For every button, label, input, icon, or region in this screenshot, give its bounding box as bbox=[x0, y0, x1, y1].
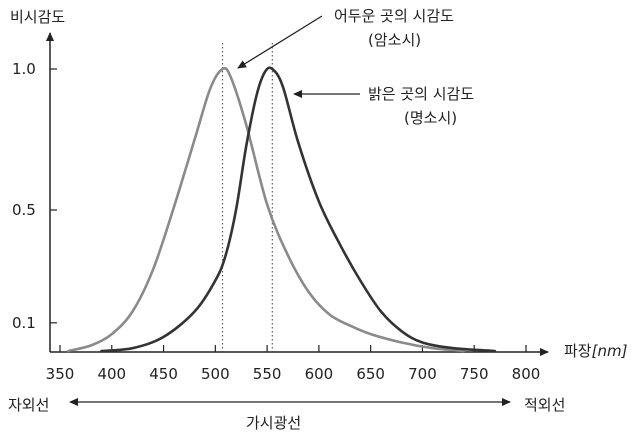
x-tick-label: 450 bbox=[149, 365, 178, 383]
annotation-bright-line1: 밝은 곳의 시감도 bbox=[368, 85, 474, 103]
x-tick-label: 400 bbox=[97, 365, 126, 383]
annotation-dark-line1: 어두운 곳의 시감도 bbox=[334, 7, 454, 25]
x-tick-label: 650 bbox=[356, 365, 385, 383]
y-tick-label: 0.1 bbox=[12, 314, 36, 332]
x-ticks: 350 400 450 500 550 600 650 700 750 800 bbox=[46, 345, 541, 383]
curves bbox=[67, 66, 497, 353]
x-tick-label: 500 bbox=[201, 365, 230, 383]
band-right-label: 적외선 bbox=[524, 396, 565, 414]
x-axis-label: 파장[nm] bbox=[564, 342, 628, 360]
x-tick-label: 350 bbox=[46, 365, 75, 383]
annotation-bright-line2: (명소시) bbox=[404, 109, 457, 127]
y-tick-label: 0.5 bbox=[12, 201, 36, 219]
band-middle-label: 가시광선 bbox=[246, 414, 301, 432]
scotopic-curve bbox=[67, 66, 466, 353]
peak-guides bbox=[222, 43, 273, 352]
y-tick-label: 1.0 bbox=[12, 60, 36, 78]
band-left-label: 자외선 bbox=[8, 396, 49, 414]
x-tick-label: 700 bbox=[408, 365, 437, 383]
x-tick-label: 550 bbox=[253, 365, 282, 383]
annotation-dark-arrow bbox=[237, 15, 323, 69]
x-axis-label-text: 파장 bbox=[564, 342, 592, 360]
photopic-curve bbox=[100, 66, 497, 353]
x-axis-label-unit: [nm] bbox=[592, 342, 628, 360]
annotation-dark-line2: (암소시) bbox=[368, 31, 421, 49]
y-ticks: 0.1 0.5 1.0 bbox=[12, 60, 57, 332]
x-tick-label: 600 bbox=[305, 365, 334, 383]
x-tick-label: 750 bbox=[460, 365, 489, 383]
y-axis-label: 비시감도 bbox=[10, 8, 65, 26]
x-tick-label: 800 bbox=[512, 365, 541, 383]
